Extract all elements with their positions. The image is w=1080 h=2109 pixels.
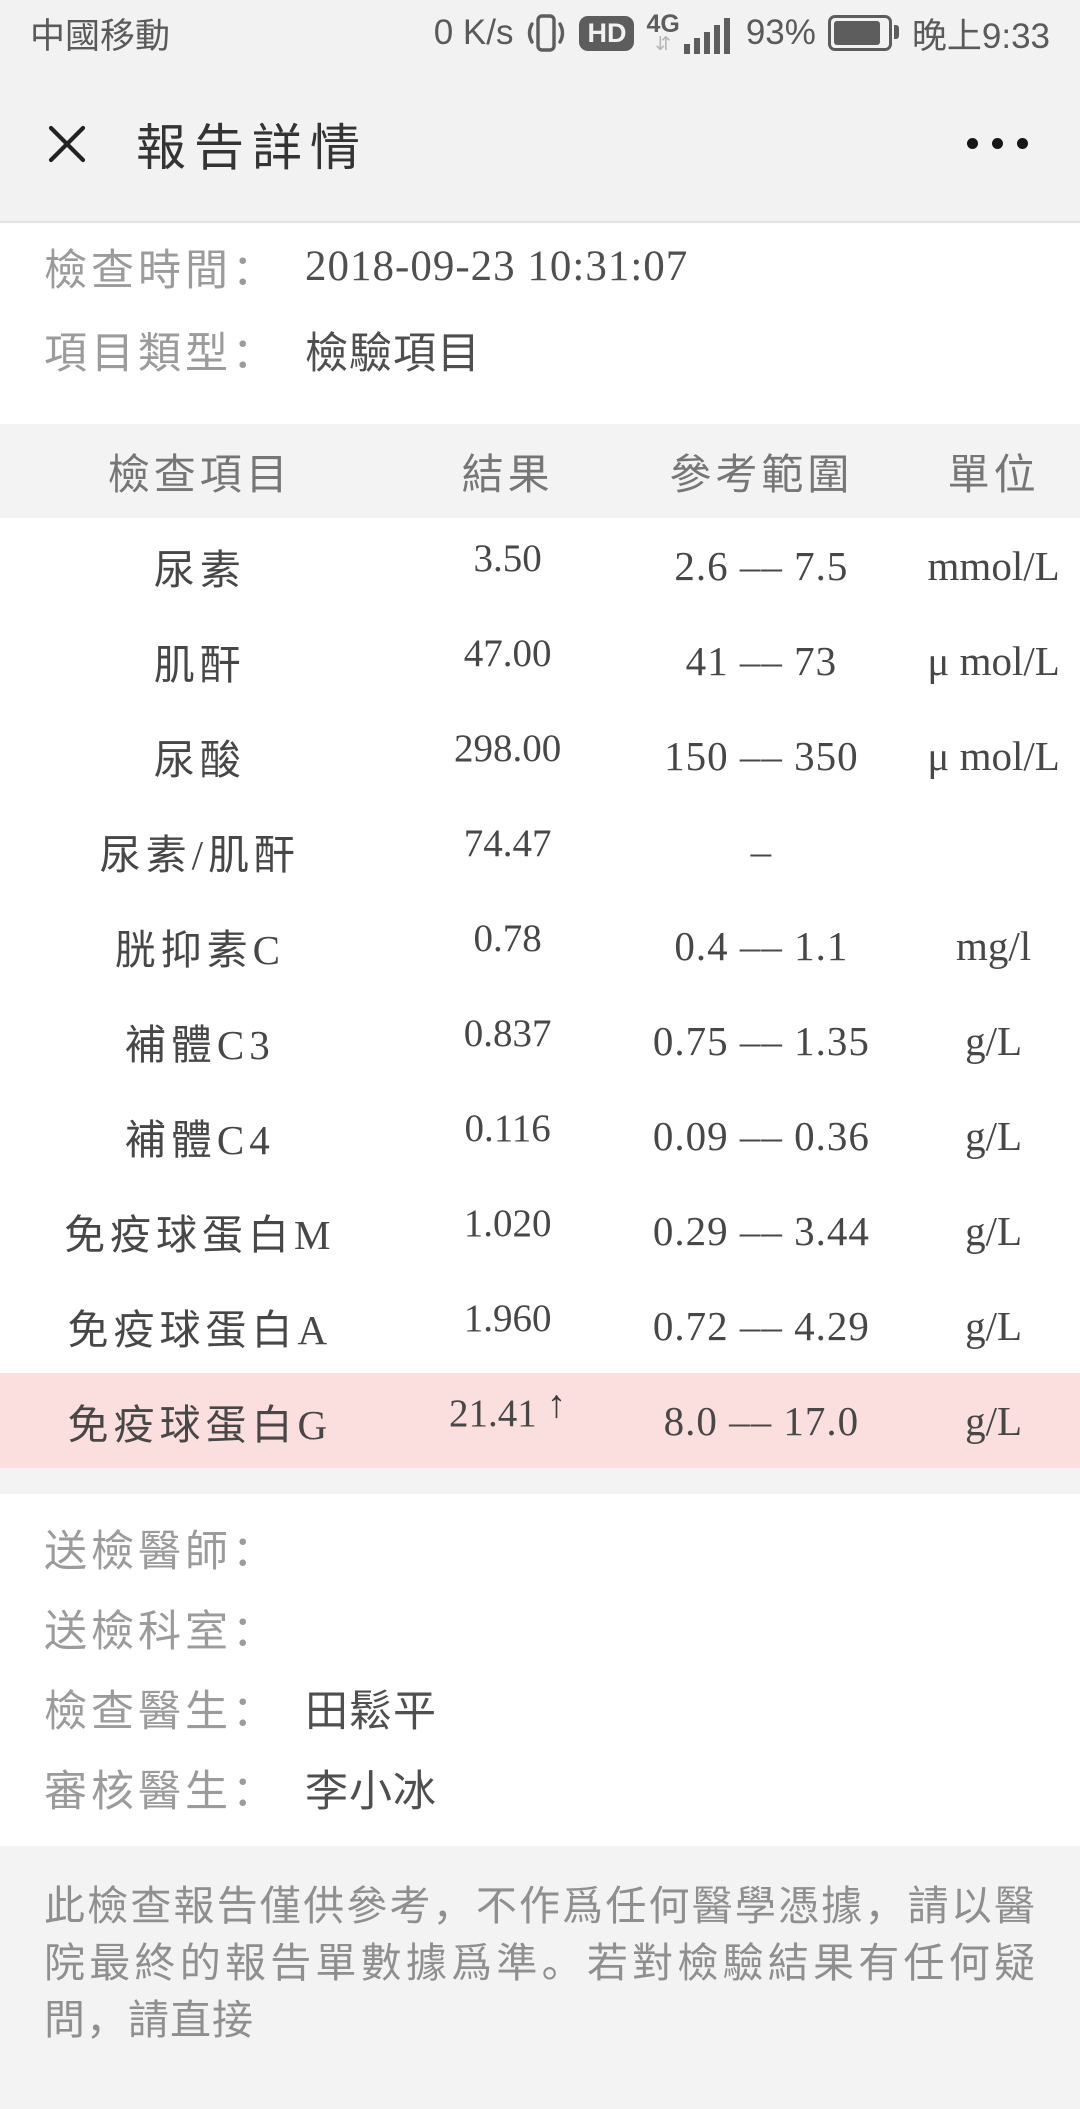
range-cell: 0.72 –– 4.29 xyxy=(652,1302,870,1349)
unit-cell: g/L xyxy=(965,1112,1023,1159)
signal-bars-icon: 4G ⇵ xyxy=(646,12,733,54)
item-cell: 免疫球蛋白G xyxy=(0,1373,400,1468)
field-label: 檢查醫生： xyxy=(44,1689,279,1736)
range-cell: 150 –– 350 xyxy=(664,732,859,779)
section-divider xyxy=(0,1468,1080,1494)
vibrate-icon xyxy=(525,11,567,55)
page-title: 報告詳情 xyxy=(136,119,368,176)
item-cell: 胱抑素C xyxy=(114,926,285,973)
field-value: 檢驗項目 xyxy=(305,330,481,378)
doctor-row: 送檢醫師： xyxy=(44,1508,1036,1588)
doctor-row: 送檢科室： xyxy=(44,1588,1036,1668)
more-menu-icon[interactable] xyxy=(957,128,1038,159)
result-row: 補體C4 0.116 0.09 –– 0.36 g/L xyxy=(0,1088,1080,1183)
field-label: 送檢科室： xyxy=(44,1609,279,1656)
range-cell: 2.6 –– 7.5 xyxy=(674,542,849,589)
field-label: 送檢醫師： xyxy=(44,1529,279,1576)
doctor-row: 檢查醫生： 田鬆平 xyxy=(44,1668,1036,1748)
item-cell: 尿酸 xyxy=(153,736,246,783)
doctor-info: 送檢醫師： 送檢科室： 檢查醫生： 田鬆平 審核醫生： 李小冰 xyxy=(0,1494,1080,1846)
status-bar: 中國移動 0 K/s HD 4G ⇵ 93% 晚上9 xyxy=(0,0,1080,66)
hd-icon: HD xyxy=(579,15,635,51)
field-value: 田鬆平 xyxy=(305,1689,437,1736)
result-cell: 21.41 ↑ xyxy=(399,1373,616,1468)
result-row: 免疫球蛋白G 21.41 ↑ 8.0 –– 17.0 g/L xyxy=(0,1373,1080,1468)
results-table: 檢查項目 結果 參考範圍 單位 尿素 3.50 2.6 –– 7.5 mmol/L 肌酐… xyxy=(0,424,1080,1468)
result-cell: 3.50 xyxy=(473,536,542,580)
col-header-unit: 單位 xyxy=(907,424,1080,518)
result-row: 尿素/肌酐 74.47 – xyxy=(0,803,1080,898)
result-row: 補體C3 0.837 0.75 –– 1.35 g/L xyxy=(0,993,1080,1088)
result-row: 尿素 3.50 2.6 –– 7.5 mmol/L xyxy=(0,518,1080,613)
result-row: 胱抑素C 0.78 0.4 –– 1.1 mg/l xyxy=(0,898,1080,993)
range-cell: 41 –– 73 xyxy=(685,637,838,684)
range-cell: 0.29 –– 3.44 xyxy=(652,1207,870,1254)
battery-percent: 93% xyxy=(745,13,816,52)
item-cell: 免疫球蛋白M xyxy=(64,1211,336,1258)
item-cell: 肌酐 xyxy=(153,641,246,688)
col-header-result: 結果 xyxy=(399,424,616,518)
field-value: 2018-09-23 10:31:07 xyxy=(305,243,689,290)
result-cell: 1.960 xyxy=(463,1296,552,1340)
app-header: 報告詳情 xyxy=(0,66,1080,223)
item-cell: 尿素/肌酐 xyxy=(99,831,300,878)
field-value: 李小冰 xyxy=(305,1769,437,1816)
field-label: 檢查時間： xyxy=(44,247,279,295)
unit-cell: mmol/L xyxy=(927,542,1060,589)
meta-row: 項目類型： 檢驗項目 xyxy=(44,308,1036,391)
range-cell: 0.4 –– 1.1 xyxy=(674,922,849,969)
report-meta: 檢查時間： 2018-09-23 10:31:07 項目類型： 檢驗項目 xyxy=(0,223,1080,391)
clock-label: 晚上9:33 xyxy=(911,16,1050,56)
item-cell: 補體C3 xyxy=(124,1021,275,1068)
unit-cell: g/L xyxy=(965,1017,1023,1064)
result-cell: 1.020 xyxy=(463,1201,552,1245)
result-cell: 74.47 xyxy=(463,821,552,865)
network-type-label: 4G xyxy=(646,10,680,38)
unit-cell: μ mol/L xyxy=(927,732,1060,779)
range-cell: 0.75 –– 1.35 xyxy=(652,1017,870,1064)
result-row: 免疫球蛋白A 1.960 0.72 –– 4.29 g/L xyxy=(0,1278,1080,1373)
item-cell: 免疫球蛋白A xyxy=(67,1306,333,1353)
unit-cell xyxy=(907,803,1080,898)
result-cell: 0.837 xyxy=(463,1011,552,1055)
close-icon[interactable] xyxy=(42,119,92,169)
item-cell: 補體C4 xyxy=(124,1116,275,1163)
result-cell: 47.00 xyxy=(463,631,552,675)
range-cell: 8.0 –– 17.0 xyxy=(615,1373,908,1468)
unit-cell: mg/l xyxy=(956,922,1032,969)
updown-arrows-icon: ⇵ xyxy=(655,34,672,55)
field-label: 審核醫生： xyxy=(44,1769,279,1816)
col-header-range: 參考範圍 xyxy=(615,424,908,518)
table-header-row: 檢查項目 結果 參考範圍 單位 xyxy=(0,424,1080,518)
network-speed: 0 K/s xyxy=(433,13,514,52)
result-row: 免疫球蛋白M 1.020 0.29 –– 3.44 g/L xyxy=(0,1183,1080,1278)
carrier-label: 中國移動 xyxy=(30,16,171,56)
results-table-body: 尿素 3.50 2.6 –– 7.5 mmol/L 肌酐 47.00 41 –– 73 μ m… xyxy=(0,518,1080,1468)
doctor-row: 審核醫生： 李小冰 xyxy=(44,1748,1036,1828)
result-cell: 298.00 xyxy=(453,726,562,770)
up-arrow-icon: ↑ xyxy=(546,1382,567,1426)
unit-cell: g/L xyxy=(965,1207,1023,1254)
unit-cell: g/L xyxy=(907,1373,1080,1468)
field-label: 項目類型： xyxy=(44,330,279,378)
result-row: 肌酐 47.00 41 –– 73 μ mol/L xyxy=(0,613,1080,708)
range-cell: 0.09 –– 0.36 xyxy=(652,1112,870,1159)
item-cell: 尿素 xyxy=(153,546,246,593)
col-header-item: 檢查項目 xyxy=(0,424,400,518)
unit-cell: g/L xyxy=(965,1302,1023,1349)
unit-cell: μ mol/L xyxy=(927,637,1060,684)
disclaimer-text: 此檢查報告僅供參考，不作爲任何醫學憑據，請以醫院最終的報告單數據爲準。若對檢驗結… xyxy=(0,1846,1080,2109)
result-cell: 0.116 xyxy=(464,1106,551,1150)
battery-icon xyxy=(827,15,899,51)
result-row: 尿酸 298.00 150 –– 350 μ mol/L xyxy=(0,708,1080,803)
range-cell: – xyxy=(750,827,773,874)
result-cell: 0.78 xyxy=(473,916,542,960)
meta-row: 檢查時間： 2018-09-23 10:31:07 xyxy=(44,225,1036,308)
